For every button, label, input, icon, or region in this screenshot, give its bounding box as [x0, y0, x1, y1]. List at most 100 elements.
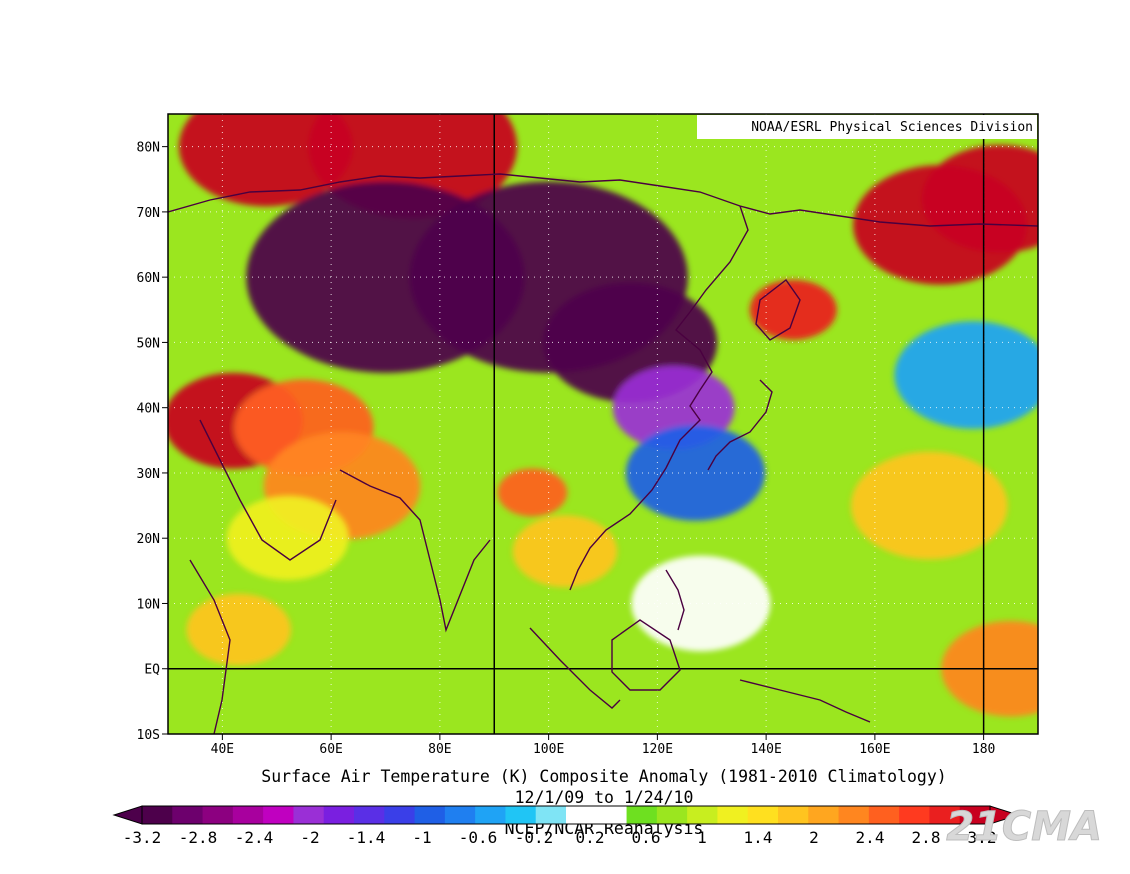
- lat-tick-label: 70N: [137, 206, 160, 221]
- colorbar-swatch: [354, 806, 385, 824]
- colorbar-swatch: [414, 806, 446, 824]
- colorbar-swatch: [202, 806, 234, 824]
- colorbar-swatch: [535, 806, 567, 824]
- colorbar-swatch: [596, 806, 628, 824]
- colorbar: [112, 805, 1020, 825]
- colorbar-swatch: [505, 806, 537, 824]
- anomaly-region: [749, 279, 837, 340]
- lat-tick-label: 80N: [137, 141, 160, 156]
- colorbar-swatch: [899, 806, 930, 824]
- figure-title: Surface Air Temperature (K) Composite An…: [261, 767, 946, 786]
- lat-tick-label: 50N: [137, 336, 160, 351]
- colorbar-swatch: [232, 806, 264, 824]
- date-range: 12/1/09 to 1/24/10: [515, 788, 694, 807]
- coastline-india: [339, 469, 491, 633]
- anomaly-region: [512, 515, 618, 588]
- colorbar-swatch: [687, 806, 718, 824]
- lon-tick-label: 120E: [642, 742, 673, 757]
- colorbar-swatch: [323, 806, 355, 824]
- coastline-new-guinea: [739, 679, 871, 723]
- colorbar-tick-label: -0.6: [459, 828, 498, 847]
- colorbar-swatch: [959, 806, 991, 824]
- colorbar-swatch: [475, 806, 506, 824]
- coastline-arabia: [199, 419, 337, 561]
- coastline-japan: [707, 379, 773, 471]
- attribution-box: NOAA/ESRL Physical Sciences Division: [697, 115, 1037, 139]
- anomaly-region: [497, 468, 568, 517]
- anomaly-region: [226, 496, 349, 581]
- map-frame: [167, 113, 1039, 735]
- colorbar-tick-label: -0.2: [515, 828, 554, 847]
- anomaly-region: [850, 451, 1008, 560]
- coastline-philippines: [665, 569, 685, 631]
- colorbar-left-arrow: [112, 805, 143, 825]
- lon-tick-label: 60E: [319, 742, 342, 757]
- colorbar-swatch: [717, 806, 749, 824]
- longitude-labels: 40E 60E 80E 100E 120E 140E 160E 180: [211, 734, 995, 757]
- attribution-label: NOAA/ESRL Physical Sciences Division: [751, 120, 1033, 135]
- colorbar-swatch: [566, 806, 597, 824]
- coastline-asia-north: [168, 173, 1038, 227]
- map-panel: NOAA/ESRL Physical Sciences Division: [167, 113, 1039, 735]
- colorbar-tick-label: 3.2: [968, 828, 997, 847]
- colorbar-swatch: [929, 806, 961, 824]
- latitude-labels: 80N 70N 60N 50N 40N 30N 20N 10N EQ 10S: [137, 141, 168, 743]
- coastline-kamchatka: [755, 278, 801, 341]
- colorbar-swatch: [263, 806, 294, 824]
- anomaly-field: [168, 114, 1038, 717]
- colorbar-tick-label: -3.2: [123, 828, 162, 847]
- colorbar-swatch: [747, 806, 779, 824]
- colorbar-tick-label: -1.4: [347, 828, 386, 847]
- anomaly-region: [894, 321, 1038, 429]
- colorbar-swatch: [868, 806, 900, 824]
- lat-tick-label: 10N: [137, 597, 160, 612]
- colorbar-tick-label: 0.2: [576, 828, 605, 847]
- colorbar-swatch: [142, 806, 173, 824]
- lon-tick-label: 80E: [428, 742, 451, 757]
- colorbar-swatch: [626, 806, 658, 824]
- anomaly-region: [631, 555, 771, 652]
- colorbar-tick-label: 1.4: [744, 828, 773, 847]
- anomaly-region: [921, 145, 1038, 253]
- colorbar-tick-label: 1: [697, 828, 707, 847]
- attribution-background: [697, 115, 1037, 139]
- colorbar-swatch: [656, 806, 688, 824]
- watermark-logo: 21CMA: [946, 804, 1102, 850]
- graticule: [168, 114, 1038, 734]
- colorbar-swatch: [808, 806, 840, 824]
- lat-tick-label: 60N: [137, 271, 160, 286]
- lat-tick-label: EQ: [144, 663, 160, 678]
- colorbar-swatch: [778, 806, 809, 824]
- lat-tick-label: 40N: [137, 402, 160, 417]
- colorbar-tick-label: -2.8: [179, 828, 218, 847]
- colorbar-tick-label: 2: [809, 828, 819, 847]
- colorbar-swatch: [384, 806, 416, 824]
- coastlines: [168, 173, 1038, 734]
- lon-tick-label: 40E: [211, 742, 234, 757]
- colorbar-tick-label: -2.4: [235, 828, 274, 847]
- lon-tick-label: 180: [972, 742, 995, 757]
- lon-tick-label: 160E: [859, 742, 890, 757]
- colorbar-tick-label: 0.6: [632, 828, 661, 847]
- lon-tick-label: 100E: [533, 742, 564, 757]
- coastline-africa: [189, 559, 231, 734]
- colorbar-tick-label: -2: [300, 828, 319, 847]
- lat-tick-label: 20N: [137, 532, 160, 547]
- lat-tick-label: 10S: [137, 728, 160, 743]
- colorbar-swatch: [444, 806, 476, 824]
- colorbar-tick-label: 2.4: [856, 828, 885, 847]
- coastline-east-asia: [569, 205, 749, 591]
- lat-tick-label: 30N: [137, 467, 160, 482]
- colorbar-border: [141, 805, 991, 825]
- colorbar-swatch: [172, 806, 204, 824]
- colorbar-tick-labels: -3.2 -2.8 -2.4 -2 -1.4 -1 -0.6 -0.2 0.2 0.6 1 1.4 2 2…: [123, 828, 997, 847]
- colorbar-swatch: [293, 806, 325, 824]
- colorbar-swatch: [838, 806, 870, 824]
- lon-tick-label: 140E: [750, 742, 781, 757]
- anomaly-region: [625, 425, 766, 521]
- colorbar-tick-label: -1: [412, 828, 431, 847]
- coastline-borneo: [611, 619, 681, 691]
- anomaly-region: [186, 593, 291, 666]
- coastline-sumatra: [529, 627, 621, 709]
